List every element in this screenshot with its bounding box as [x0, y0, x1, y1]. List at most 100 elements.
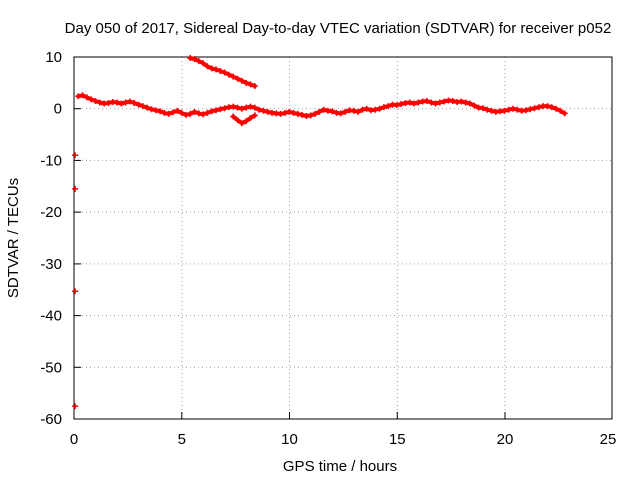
- data-point: [139, 103, 146, 110]
- data-point: [449, 97, 456, 104]
- y-tick-label--60: -60: [40, 411, 62, 428]
- data-point: [157, 108, 164, 115]
- data-point: [161, 109, 168, 116]
- data-point: [213, 107, 220, 114]
- data-point: [200, 60, 207, 67]
- data-point: [398, 101, 405, 108]
- data-point: [221, 69, 228, 76]
- sdtvar-segment-0: [75, 92, 568, 119]
- data-point: [83, 94, 90, 101]
- data-point: [264, 108, 271, 115]
- chart-title: Day 050 of 2017, Sidereal Day-to-day VTE…: [65, 20, 612, 37]
- data-point: [200, 111, 207, 118]
- data-point: [230, 73, 237, 80]
- y-tick-label--40: -40: [40, 308, 62, 325]
- data-point: [88, 96, 95, 103]
- data-point: [247, 115, 254, 122]
- data-point: [393, 102, 400, 109]
- x-ticks: [73, 412, 613, 419]
- sdtvar-segment-3: [72, 152, 79, 159]
- sdtvar-trace-1: [188, 56, 257, 88]
- data-point: [290, 109, 297, 116]
- data-point: [441, 98, 448, 105]
- data-point: [144, 104, 151, 111]
- data-point: [251, 112, 258, 119]
- sdtvar-segment-4: [72, 185, 79, 192]
- data-point: [415, 99, 422, 106]
- data-point: [213, 66, 220, 73]
- data-point: [204, 109, 211, 116]
- data-point: [204, 63, 211, 70]
- x-tick-label-5: 5: [178, 431, 186, 448]
- data-point: [126, 98, 133, 105]
- data-point: [522, 107, 529, 114]
- data-point: [256, 106, 263, 113]
- data-point: [247, 81, 254, 88]
- data-point: [118, 100, 125, 107]
- y-tick-label--10: -10: [40, 152, 62, 169]
- data-point: [320, 106, 327, 113]
- data-point: [380, 104, 387, 111]
- data-point: [479, 105, 486, 112]
- y-tick-label--20: -20: [40, 204, 62, 221]
- data-point: [316, 108, 323, 115]
- data-point: [294, 110, 301, 117]
- data-point: [342, 108, 349, 115]
- data-point: [488, 107, 495, 114]
- data-point: [337, 110, 344, 117]
- data-point: [406, 99, 413, 106]
- data-point: [471, 102, 478, 109]
- data-point: [411, 100, 418, 107]
- y-tick-label--30: -30: [40, 256, 62, 273]
- data-point: [165, 110, 172, 117]
- data-point: [208, 108, 215, 115]
- data-point: [376, 105, 383, 112]
- sdtvar-segment-1: [187, 55, 258, 89]
- data-point: [72, 288, 79, 295]
- y-tick-label-10: 10: [45, 49, 62, 66]
- data-point: [92, 97, 99, 104]
- data-point: [234, 104, 241, 111]
- data-point: [484, 106, 491, 113]
- sdtvar-segment-5: [72, 288, 79, 295]
- data-point: [553, 105, 560, 112]
- data-point: [363, 105, 370, 112]
- data-point: [299, 111, 306, 118]
- data-point: [251, 82, 258, 89]
- data-point: [191, 108, 198, 115]
- data-point: [221, 105, 228, 112]
- data-point: [135, 101, 142, 108]
- data-point: [372, 106, 379, 113]
- data-point: [251, 104, 258, 111]
- plot-frame: [73, 56, 613, 420]
- data-point: [178, 109, 185, 116]
- y-tick-label--50: -50: [40, 359, 62, 376]
- data-point: [174, 107, 181, 114]
- data-point: [238, 120, 245, 127]
- data-point: [561, 110, 568, 117]
- data-point: [350, 107, 357, 114]
- data-point: [208, 65, 215, 72]
- data-point: [152, 107, 159, 114]
- data-point: [131, 100, 138, 107]
- data-point: [243, 79, 250, 86]
- data-point: [277, 110, 284, 117]
- data-point: [225, 71, 232, 78]
- data-point: [428, 99, 435, 106]
- data-point: [260, 107, 267, 114]
- data-point: [114, 99, 121, 106]
- data-point: [307, 112, 314, 119]
- data-point: [535, 104, 542, 111]
- data-point: [72, 185, 79, 192]
- x-tick-label-25: 25: [600, 431, 617, 448]
- data-point: [243, 104, 250, 111]
- data-point: [432, 100, 439, 107]
- x-tick-label-15: 15: [389, 431, 406, 448]
- data-point: [281, 109, 288, 116]
- data-point: [355, 108, 362, 115]
- data-point: [238, 105, 245, 112]
- data-point: [510, 105, 517, 112]
- data-point: [544, 103, 551, 110]
- data-point: [75, 93, 82, 100]
